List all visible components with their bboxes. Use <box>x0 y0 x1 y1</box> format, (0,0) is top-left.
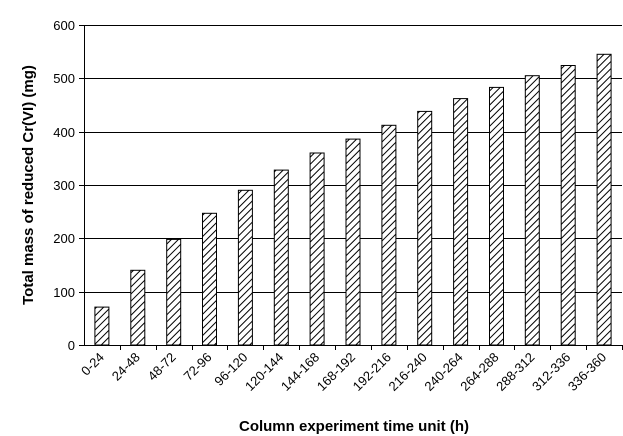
x-tick-label: 312-336 <box>529 350 573 394</box>
y-tick-label: 100 <box>53 285 75 300</box>
y-tick-label: 0 <box>68 338 75 353</box>
axes <box>84 25 622 346</box>
y-tick-label: 500 <box>53 71 75 86</box>
x-tick-label: 216-240 <box>386 350 430 394</box>
bar <box>345 138 361 346</box>
y-tick-labels: 0 100 200 300 400 500 600 <box>53 18 75 353</box>
x-tick-label: 24-48 <box>109 350 143 384</box>
bar <box>524 75 540 346</box>
x-tick-labels: 0-24 24-48 48-72 72-9696-120120-144144-1681… <box>78 350 609 394</box>
bar <box>166 238 182 346</box>
x-tick-label: 192-216 <box>350 350 394 394</box>
bar <box>130 269 146 346</box>
bar <box>453 98 469 346</box>
bar <box>489 86 504 346</box>
x-tick-label: 264-288 <box>457 350 501 394</box>
bar <box>94 306 110 346</box>
x-axis-title: Column experiment time unit (h) <box>239 418 469 435</box>
bar <box>309 152 325 346</box>
x-tick-label: 120-144 <box>242 350 286 394</box>
x-tick-label: 0-24 <box>78 350 107 379</box>
x-tick-label: 288-312 <box>493 350 537 394</box>
x-tick-label: 144-168 <box>278 350 322 394</box>
x-tick-label: 336-360 <box>565 350 609 394</box>
y-tick-label: 300 <box>53 178 75 193</box>
bar <box>237 189 253 346</box>
bars <box>94 53 623 350</box>
bar <box>417 110 433 346</box>
bar <box>202 212 217 346</box>
x-tick-label: 168-192 <box>314 350 358 394</box>
y-axis-title: Total mass of reduced Cr(VI) (mg) <box>20 65 37 305</box>
y-tick-label: 400 <box>53 125 75 140</box>
x-tick-label: 240-264 <box>421 350 465 394</box>
bar <box>273 169 289 346</box>
x-tick-label: 72-96 <box>181 350 215 384</box>
y-tick-label: 600 <box>53 18 75 33</box>
bar <box>381 124 397 346</box>
x-tick-label: 48-72 <box>145 350 179 384</box>
bar <box>596 53 612 346</box>
y-tick-label: 200 <box>53 231 75 246</box>
bar <box>560 65 576 346</box>
